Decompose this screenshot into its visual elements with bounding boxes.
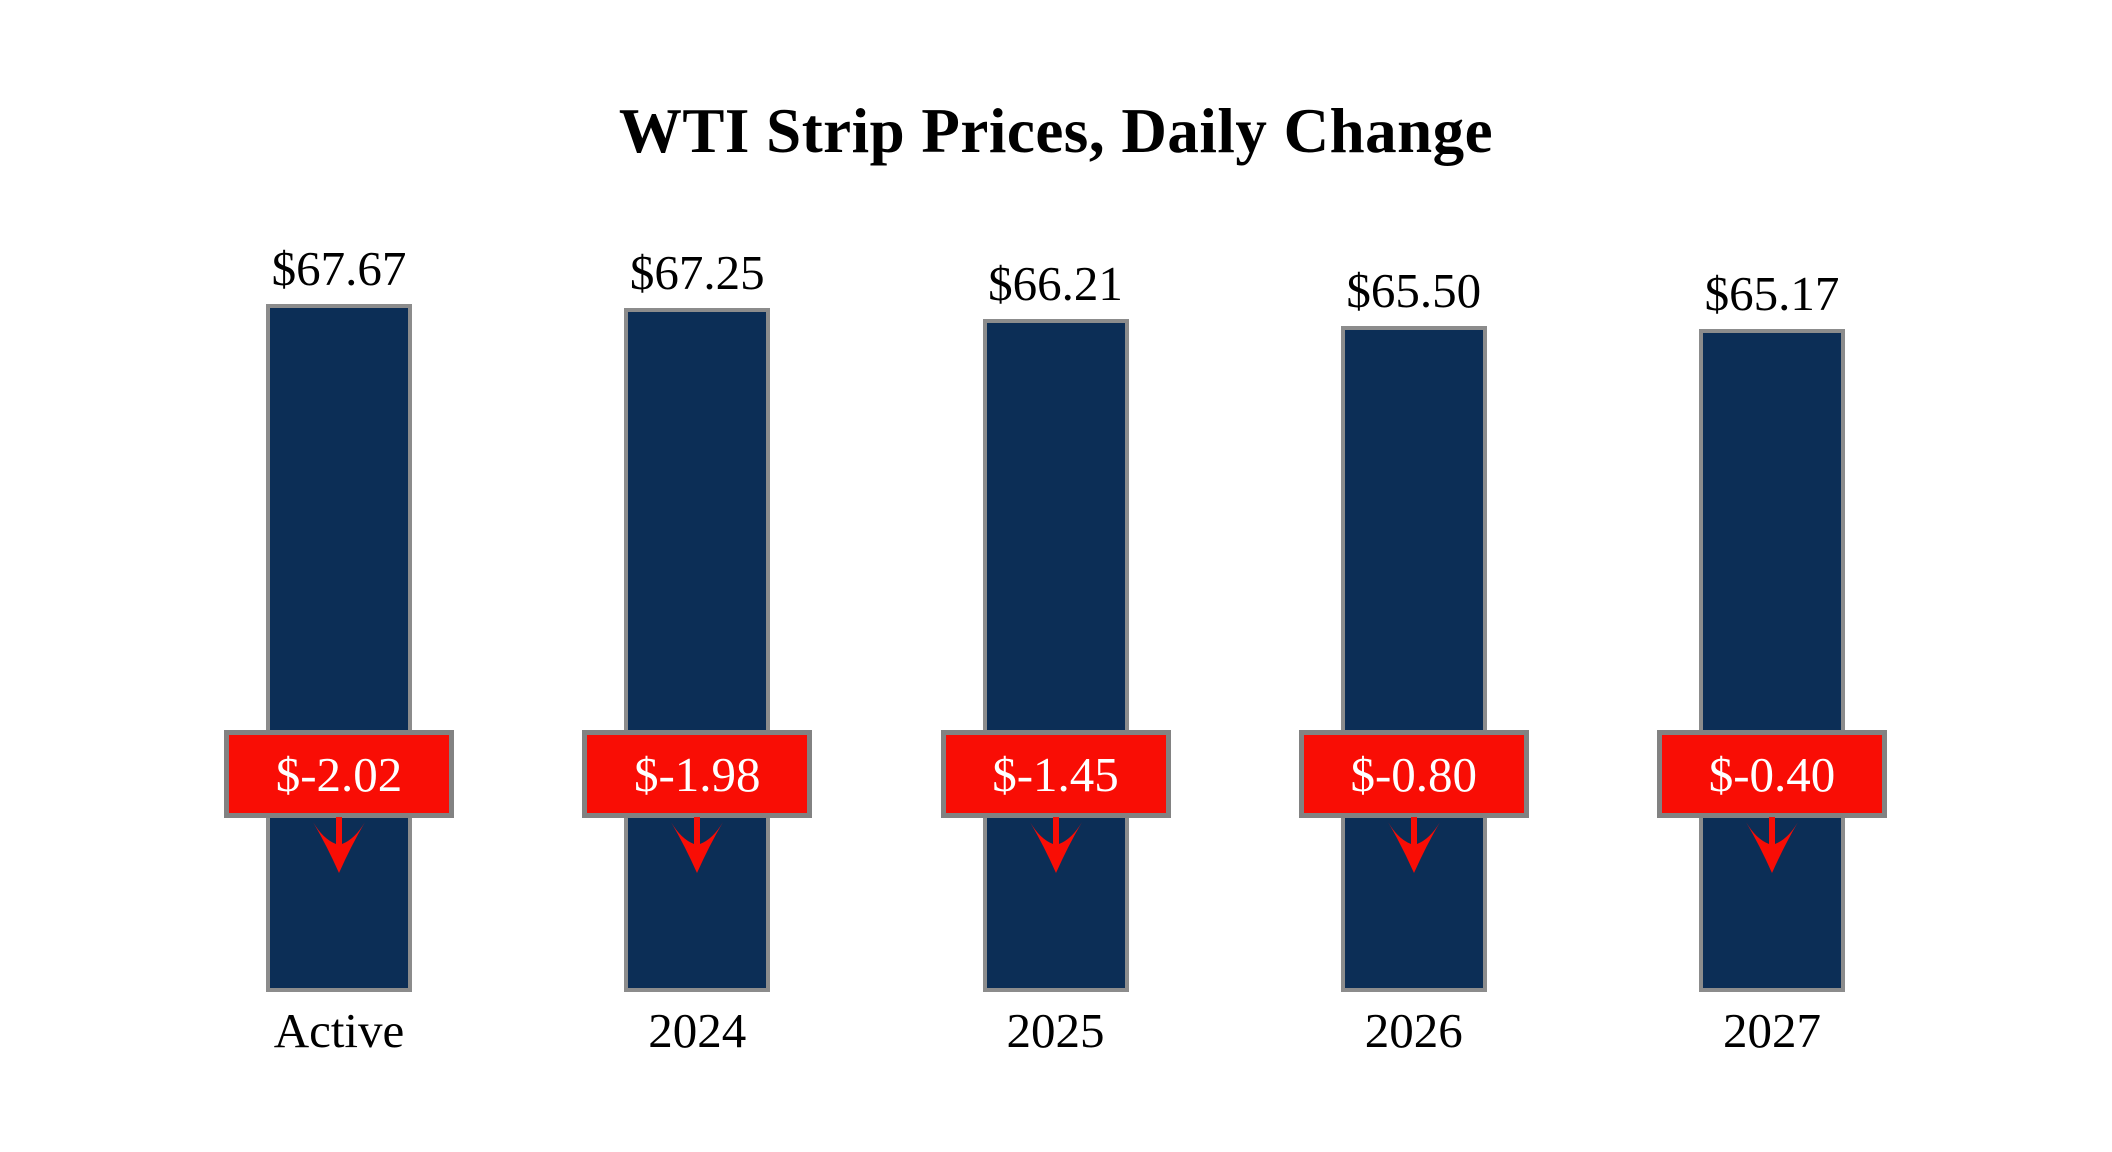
daily-change-box-2027: $-0.40	[1657, 730, 1887, 818]
daily-change-value: $-1.98	[633, 746, 761, 802]
category-label-2027: 2027	[1723, 1003, 1821, 1058]
down-arrow-icon	[312, 817, 366, 878]
daily-change-value: $-1.45	[992, 746, 1119, 802]
category-label-2024: 2024	[648, 1003, 747, 1058]
bar-2025	[982, 318, 1129, 992]
category-label-active: Active	[273, 1003, 405, 1058]
category-label-2025: 2025	[1006, 1003, 1105, 1058]
daily-change-box-2026: $-0.80	[1298, 730, 1529, 818]
down-arrow-icon	[1029, 817, 1083, 878]
daily-change-value: $-2.02	[275, 746, 403, 802]
price-label-2025: $66.21	[988, 255, 1123, 311]
price-label-2026: $65.50	[1346, 263, 1482, 319]
chart-title: WTI Strip Prices, Daily Change	[618, 96, 1494, 166]
down-arrow-icon	[670, 817, 724, 878]
bar-2026	[1340, 326, 1487, 992]
bar-2024	[624, 308, 771, 992]
down-arrow-icon	[1745, 817, 1799, 878]
daily-change-box-2024: $-1.98	[582, 730, 813, 818]
daily-change-value: $-0.80	[1350, 746, 1478, 802]
price-label-2027: $65.17	[1704, 266, 1840, 322]
daily-change-value: $-0.40	[1708, 746, 1836, 802]
price-label-2024: $67.25	[629, 245, 765, 301]
category-label-2026: 2026	[1364, 1003, 1463, 1058]
down-arrow-icon	[1387, 817, 1441, 878]
daily-change-box-active: $-2.02	[224, 730, 454, 818]
price-label-active: $67.67	[271, 241, 407, 296]
bar-active	[266, 304, 412, 992]
bar-2027	[1699, 329, 1845, 992]
daily-change-box-2025: $-1.45	[940, 730, 1171, 818]
